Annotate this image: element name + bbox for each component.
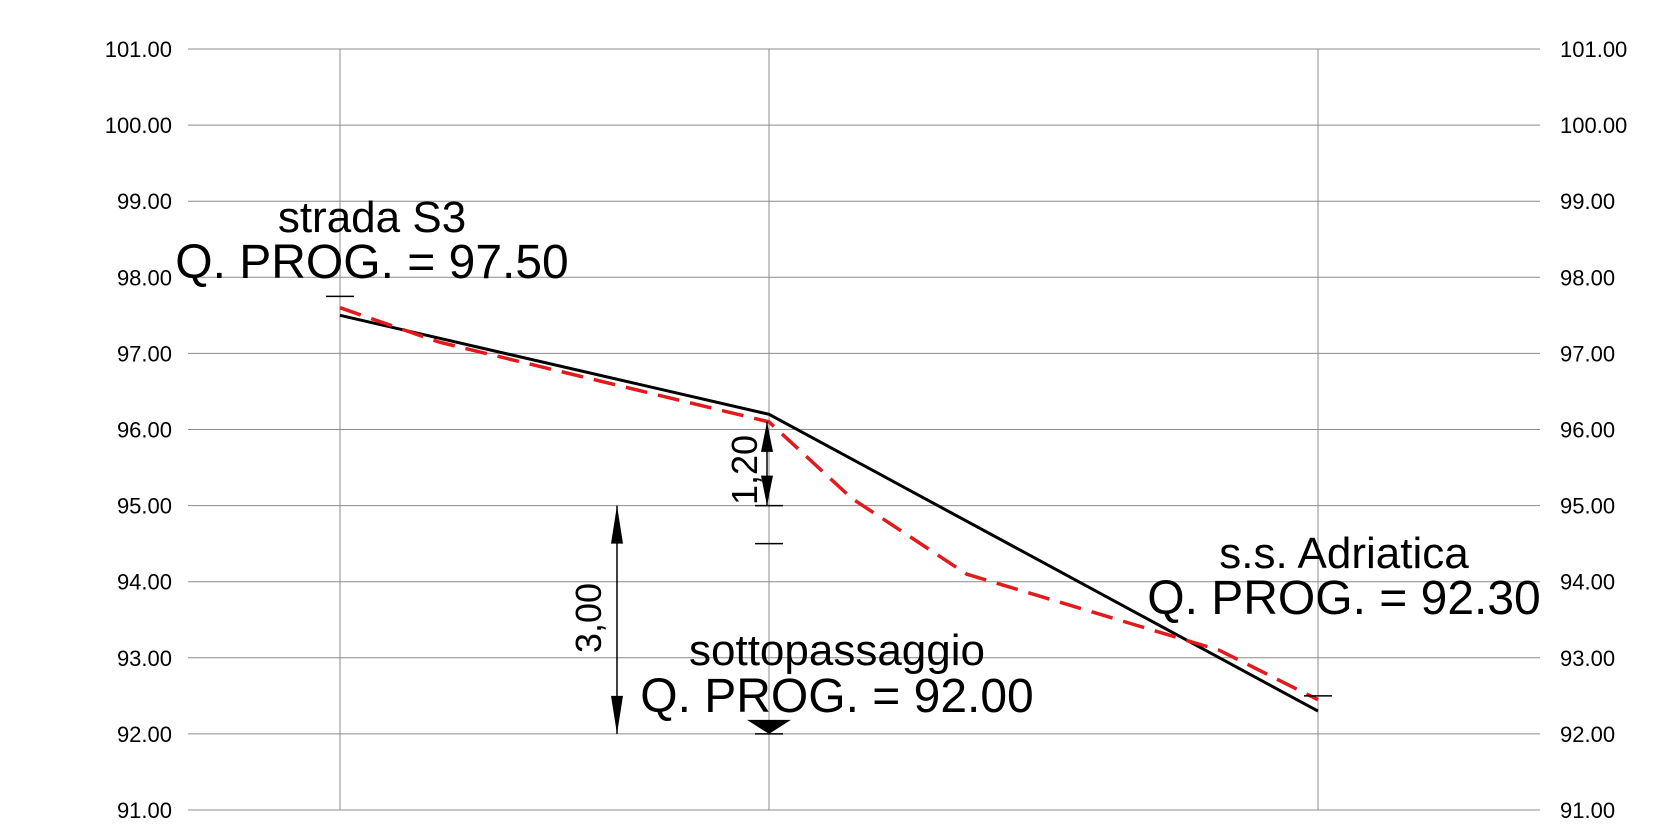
level-marker-triangle	[747, 719, 791, 734]
y-tick-label-right: 96.00	[1560, 418, 1615, 443]
middle-quote-label: Q. PROG. = 92.00	[640, 670, 1034, 723]
elevation-markers	[326, 295, 1332, 735]
y-tick-label-left: 94.00	[117, 570, 172, 595]
y-tick-label-right: 100.00	[1560, 113, 1627, 138]
existing-terrain-line	[339, 306, 1319, 702]
y-tick-label-left: 91.00	[117, 798, 172, 823]
start-quote-label: Q. PROG. = 97.50	[175, 236, 569, 289]
y-tick-label-left: 101.00	[105, 37, 172, 62]
design-profile-line	[339, 313, 1319, 713]
y-tick-label-left: 95.00	[117, 494, 172, 519]
y-tick-label-right: 95.00	[1560, 494, 1615, 519]
y-tick-label-left: 99.00	[117, 189, 172, 214]
y-tick-label-right: 99.00	[1560, 189, 1615, 214]
dimension-arrow-bottom	[611, 695, 623, 734]
middle-name-label: sottopassaggio	[689, 626, 985, 675]
dimension-arrow-bottom	[761, 475, 773, 506]
y-tick-label-left: 98.00	[117, 265, 172, 290]
y-tick-label-left: 93.00	[117, 646, 172, 671]
end-name-label: s.s. Adriatica	[1219, 529, 1469, 578]
left-axis-ticks: 101.00 100.00 99.00 98.00 97.00 96.00 95.00 94.…	[105, 37, 172, 823]
y-tick-label-right: 101.00	[1560, 37, 1627, 62]
y-tick-label-left: 96.00	[117, 418, 172, 443]
y-tick-label-left: 97.00	[117, 341, 172, 366]
right-axis-ticks: 101.00 100.00 99.00 98.00 97.00 96.00 95.00 94.…	[1560, 37, 1627, 823]
profile-series	[339, 306, 1319, 713]
y-tick-label-right: 94.00	[1560, 570, 1615, 595]
dimension-long-label: 3,00	[568, 583, 609, 653]
y-tick-label-right: 91.00	[1560, 798, 1615, 823]
horizontal-grid	[188, 48, 1540, 811]
y-tick-label-right: 97.00	[1560, 341, 1615, 366]
y-tick-label-left: 100.00	[105, 113, 172, 138]
dimension-lines	[611, 421, 773, 734]
y-tick-label-right: 92.00	[1560, 722, 1615, 747]
y-tick-label-left: 92.00	[117, 722, 172, 747]
dimension-short-label: 1,20	[724, 435, 765, 505]
vertical-grid	[339, 49, 1319, 810]
dimension-arrow-top	[611, 505, 623, 544]
dimension-arrow-top	[761, 421, 773, 452]
y-tick-label-right: 93.00	[1560, 646, 1615, 671]
end-quote-label: Q. PROG. = 92.30	[1147, 572, 1541, 625]
start-name-label: strada S3	[278, 193, 466, 242]
y-tick-label-right: 98.00	[1560, 265, 1615, 290]
